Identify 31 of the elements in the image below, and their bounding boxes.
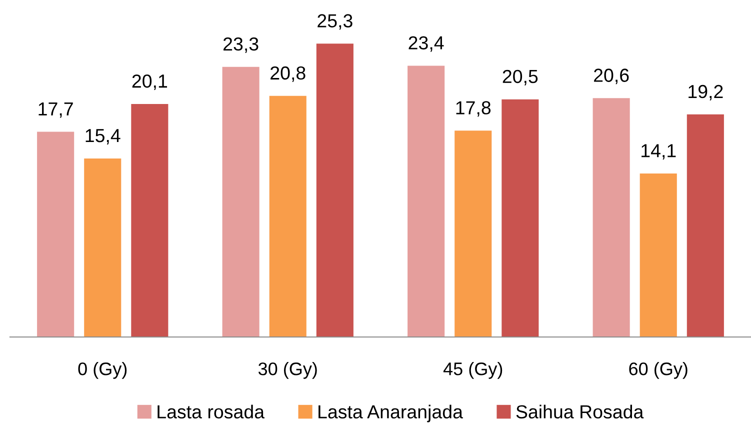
data-label: 19,2 [688, 84, 723, 100]
bar [592, 98, 630, 337]
data-label: 14,1 [642, 144, 676, 160]
data-label: 20,5 [502, 70, 538, 86]
data-label: 20,8 [270, 66, 306, 82]
bar [502, 99, 539, 337]
data-label: 20,6 [594, 68, 629, 84]
data-label: 25,3 [318, 14, 352, 30]
legend-label: Lasta Anaranjada [318, 404, 463, 422]
bar [269, 96, 306, 337]
x-tick-label: 0 (Gy) [78, 362, 127, 379]
bar [84, 158, 122, 337]
x-tick-label: 45 (Gy) [443, 362, 502, 379]
bar [454, 130, 492, 337]
bar [222, 66, 260, 337]
legend-label: Lasta rosada [158, 404, 265, 418]
data-label: 23,3 [224, 37, 258, 53]
bar [408, 66, 445, 337]
data-label: 23,4 [408, 36, 444, 52]
bar [316, 44, 354, 337]
bar [37, 132, 74, 337]
data-label: 20,1 [132, 74, 168, 90]
legend-label: Saihua Rosada [516, 404, 644, 418]
data-label: 17,8 [456, 101, 491, 117]
bar [686, 114, 724, 337]
bar [131, 104, 168, 337]
x-tick-label: 60 (Gy) [629, 362, 688, 379]
bar [640, 174, 677, 337]
x-tick-label: 30 (Gy) [258, 362, 317, 379]
data-label: 15,4 [86, 129, 120, 144]
data-label: 17,7 [38, 102, 73, 118]
